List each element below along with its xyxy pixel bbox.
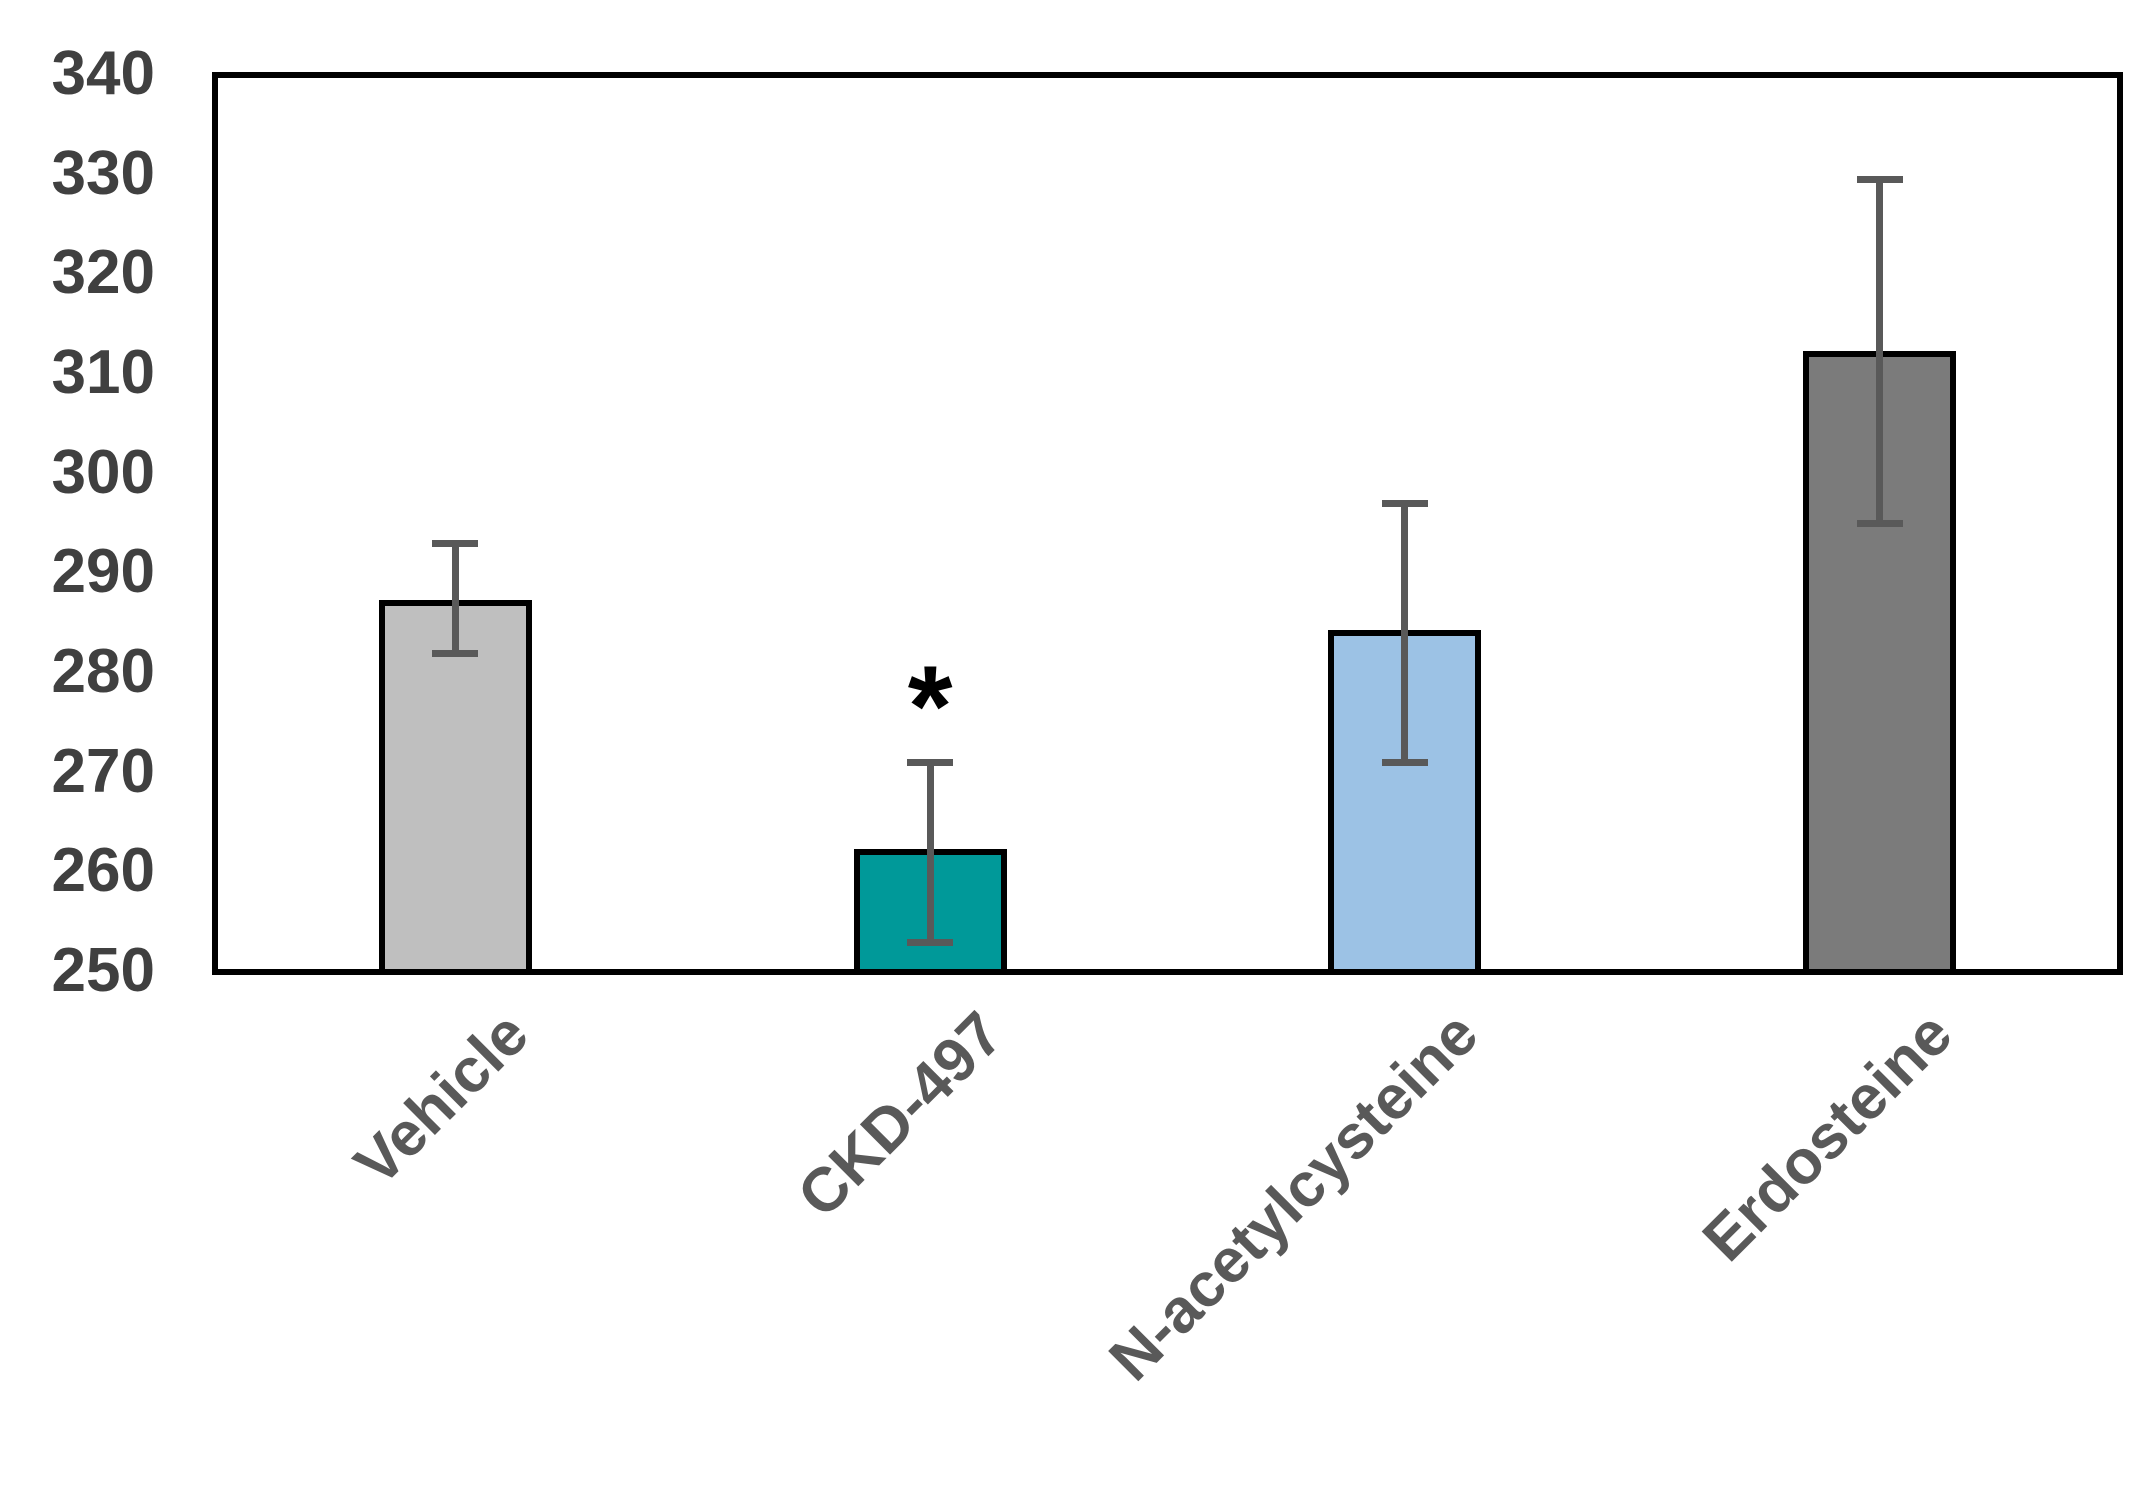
y-tick-label: 300 [51,437,155,507]
error-bar-line [451,543,459,654]
y-tick-label: 270 [51,736,155,806]
error-bar-cap-top [432,539,479,547]
y-tick-label: 280 [51,636,155,706]
y-tick-label: 260 [51,836,155,906]
error-bar-cap-bottom [907,938,954,946]
y-tick-label: 310 [51,337,155,407]
x-category-label: CKD-497 [784,999,1017,1231]
error-bar-cap-top [1856,176,1903,184]
error-bar-line [1876,179,1884,524]
y-tick-label: 290 [51,537,155,607]
y-tick-label: 250 [51,935,155,1005]
x-category-label: Erdosteine [1690,999,1966,1275]
y-tick-label: 330 [51,138,155,208]
error-bar-cap-bottom [432,649,479,657]
y-tick-label: 340 [51,38,155,108]
bar-n-acetylcysteine [1328,630,1482,975]
x-category-label: Vehicle [341,999,542,1200]
significance-asterisk: * [907,643,953,771]
bar-vehicle [378,600,532,975]
y-tick-label: 320 [51,238,155,308]
error-bar-cap-bottom [1381,759,1428,767]
error-bar-cap-top [1381,500,1428,508]
error-bar-line [926,762,934,943]
error-bar-cap-top [907,759,954,767]
error-bar-line [1401,503,1409,763]
x-category-label: N-acetylcysteine [1096,999,1491,1395]
error-bar-cap-bottom [1856,520,1903,527]
